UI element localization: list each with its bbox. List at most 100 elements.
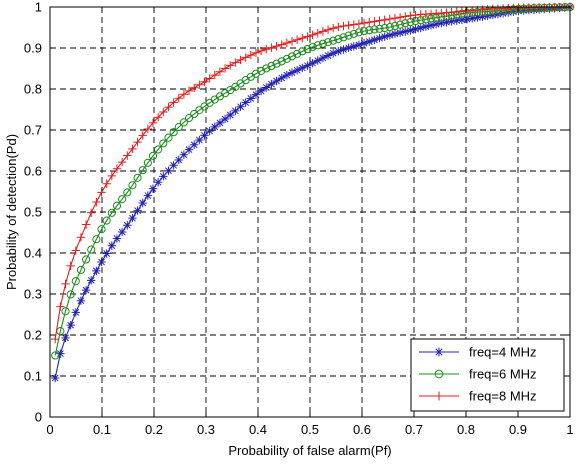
data-point-plus — [87, 208, 96, 217]
data-point-asterisk — [256, 86, 266, 96]
data-point-circle — [272, 59, 281, 68]
data-point-asterisk — [262, 83, 271, 92]
data-point-circle — [287, 52, 297, 61]
data-point-plus — [174, 93, 183, 103]
data-point-circle — [87, 245, 96, 254]
data-point-plus — [385, 14, 395, 24]
data-point-asterisk — [478, 12, 487, 21]
data-point-plus — [272, 41, 281, 51]
x-tick-label: 0.4 — [249, 422, 267, 437]
data-point-circle — [293, 49, 302, 58]
data-point-asterisk — [385, 31, 395, 40]
data-point-plus — [323, 25, 333, 34]
x-tick-label: 0.7 — [405, 422, 423, 437]
data-point-asterisk — [442, 18, 451, 27]
data-point-circle — [190, 109, 199, 119]
data-point-asterisk — [200, 131, 209, 140]
data-point-asterisk — [272, 76, 281, 86]
data-point-plus — [375, 16, 384, 25]
data-point-asterisk — [298, 63, 307, 73]
data-point-circle — [257, 66, 266, 76]
data-point-plus — [81, 220, 91, 229]
data-point-circle — [71, 277, 80, 286]
data-point-plus — [231, 58, 240, 67]
data-point-asterisk — [457, 15, 467, 25]
data-point-circle — [82, 255, 91, 264]
data-point-asterisk — [431, 20, 441, 29]
data-point-plus — [282, 38, 292, 48]
data-point-circle — [128, 181, 137, 190]
data-point-circle — [298, 47, 307, 56]
data-point-asterisk — [292, 66, 302, 75]
grid-lines — [50, 7, 570, 417]
data-point-asterisk — [61, 333, 70, 343]
data-point-plus — [241, 53, 250, 62]
data-point-asterisk — [215, 118, 225, 128]
data-point-asterisk — [323, 51, 333, 60]
data-point-circle — [344, 31, 353, 40]
data-point-asterisk — [426, 21, 436, 30]
data-point-circle — [434, 369, 444, 379]
data-point-asterisk — [123, 221, 132, 230]
data-point-plus — [205, 74, 214, 83]
data-point-plus — [226, 61, 235, 70]
data-point-asterisk — [344, 43, 353, 53]
data-point-asterisk — [467, 14, 477, 23]
data-point-circle — [380, 24, 389, 33]
data-point-asterisk — [447, 17, 456, 26]
data-point-asterisk — [210, 122, 219, 132]
data-point-asterisk — [282, 70, 292, 80]
data-point-asterisk — [143, 191, 153, 200]
data-point-asterisk — [153, 178, 163, 187]
data-point-circle — [133, 173, 142, 182]
data-point-circle — [112, 201, 122, 210]
legend-item: freq=4 MHz — [419, 345, 537, 360]
data-point-plus — [159, 107, 168, 117]
data-point-plus — [395, 13, 405, 22]
data-point-plus — [287, 37, 297, 46]
data-point-circle — [118, 195, 127, 204]
data-point-circle — [360, 27, 369, 36]
y-axis-title: Probability of detection(Pd) — [4, 134, 19, 290]
data-point-asterisk — [365, 37, 374, 46]
x-tick-label: 0.8 — [457, 422, 475, 437]
data-point-plus — [138, 131, 147, 140]
data-point-asterisk — [128, 213, 137, 223]
legend-label: freq=6 MHz — [469, 367, 537, 382]
data-point-circle — [370, 25, 379, 34]
data-point-asterisk — [97, 257, 106, 267]
data-point-asterisk — [339, 45, 348, 54]
data-point-plus — [354, 19, 364, 29]
data-point-circle — [184, 113, 194, 123]
data-point-asterisk — [148, 184, 158, 193]
data-point-plus — [308, 30, 317, 40]
data-point-plus — [292, 35, 302, 44]
data-point-plus — [256, 46, 266, 56]
data-point-circle — [123, 188, 132, 197]
data-point-asterisk — [303, 61, 312, 70]
data-point-circle — [339, 33, 348, 42]
data-point-plus — [262, 44, 271, 54]
data-point-asterisk — [416, 23, 425, 33]
y-tick-label: 0.3 — [24, 287, 42, 302]
data-point-circle — [164, 133, 173, 142]
y-tick-label: 0.7 — [24, 123, 42, 138]
data-point-plus — [406, 11, 415, 20]
data-point-asterisk — [159, 172, 168, 181]
data-point-circle — [97, 225, 106, 234]
data-point-asterisk — [354, 40, 364, 50]
data-point-circle — [303, 44, 312, 54]
data-point-plus — [344, 21, 353, 30]
data-point-asterisk — [287, 68, 297, 77]
data-point-asterisk — [71, 308, 80, 317]
x-tick-label: 0.2 — [145, 422, 163, 437]
data-point-plus — [133, 137, 142, 147]
legend-item: freq=8 MHz — [419, 389, 537, 404]
data-point-plus — [51, 334, 60, 344]
data-point-plus — [210, 70, 219, 80]
data-point-asterisk — [380, 32, 389, 41]
data-point-asterisk — [117, 227, 127, 237]
data-point-circle — [334, 34, 343, 44]
data-point-asterisk — [231, 106, 240, 116]
